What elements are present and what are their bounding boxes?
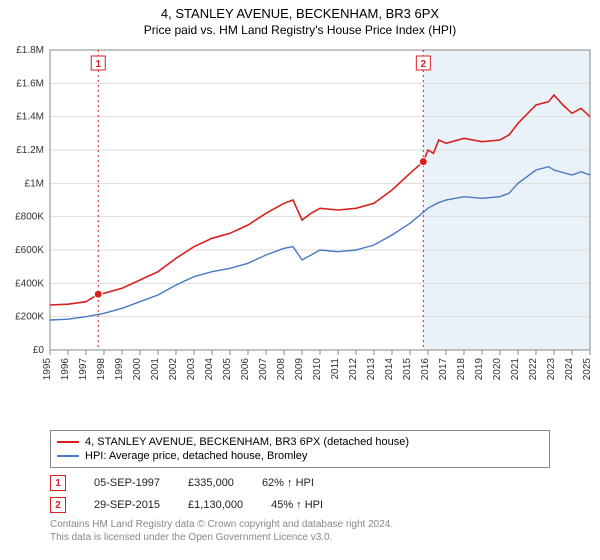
svg-text:2000: 2000 — [132, 358, 143, 381]
transaction-badge: 1 — [50, 475, 66, 491]
svg-text:1995: 1995 — [42, 358, 53, 381]
chart-area: £0 £200K £400K £600K £800K £1M £1.2M £1.4M £1.6M… — [0, 40, 600, 420]
transaction-delta: 62% ↑ HPI — [262, 477, 314, 489]
svg-text:2007: 2007 — [258, 358, 269, 381]
svg-text:£0: £0 — [33, 345, 45, 356]
svg-text:£1.8M: £1.8M — [16, 45, 44, 56]
svg-text:2005: 2005 — [222, 358, 233, 381]
svg-text:2004: 2004 — [204, 358, 215, 381]
svg-text:2019: 2019 — [474, 358, 485, 381]
svg-text:2010: 2010 — [312, 358, 323, 381]
legend-box: 4, STANLEY AVENUE, BECKENHAM, BR3 6PX (d… — [50, 430, 550, 468]
legend-swatch-icon — [57, 455, 79, 457]
svg-text:2011: 2011 — [330, 358, 341, 380]
chart-container: 4, STANLEY AVENUE, BECKENHAM, BR3 6PX Pr… — [0, 0, 600, 560]
svg-text:2025: 2025 — [582, 358, 593, 381]
svg-text:2003: 2003 — [186, 358, 197, 381]
svg-text:1998: 1998 — [96, 358, 107, 381]
transaction-date: 29-SEP-2015 — [94, 499, 160, 511]
svg-text:2023: 2023 — [546, 358, 557, 381]
svg-text:2012: 2012 — [348, 358, 359, 381]
svg-text:1996: 1996 — [60, 358, 71, 381]
svg-text:£400K: £400K — [15, 278, 44, 289]
transaction-price: £1,130,000 — [188, 499, 243, 511]
svg-text:£1.4M: £1.4M — [16, 112, 44, 123]
svg-text:2008: 2008 — [276, 358, 287, 381]
svg-text:2017: 2017 — [438, 358, 449, 381]
svg-text:£600K: £600K — [15, 245, 44, 256]
svg-text:2015: 2015 — [402, 358, 413, 381]
transactions-block: 1 05-SEP-1997 £335,000 62% ↑ HPI 2 29-SE… — [50, 472, 323, 516]
svg-text:2002: 2002 — [168, 358, 179, 381]
footer-attribution: Contains HM Land Registry data © Crown c… — [50, 518, 393, 544]
svg-text:2013: 2013 — [366, 358, 377, 381]
legend-label: HPI: Average price, detached house, Brom… — [85, 450, 307, 462]
transaction-date: 05-SEP-1997 — [94, 477, 160, 489]
svg-text:2009: 2009 — [294, 358, 305, 381]
svg-text:1997: 1997 — [78, 358, 89, 381]
footer-line: Contains HM Land Registry data © Crown c… — [50, 518, 393, 531]
svg-text:£1.2M: £1.2M — [16, 145, 44, 156]
svg-text:2024: 2024 — [564, 358, 575, 381]
svg-text:2016: 2016 — [420, 358, 431, 381]
legend-swatch-icon — [57, 441, 79, 443]
transaction-price: £335,000 — [188, 477, 234, 489]
svg-text:£200K: £200K — [15, 312, 44, 323]
legend-row: 4, STANLEY AVENUE, BECKENHAM, BR3 6PX (d… — [57, 435, 543, 449]
svg-text:2021: 2021 — [510, 358, 521, 381]
svg-text:2006: 2006 — [240, 358, 251, 381]
chart-svg: £0 £200K £400K £600K £800K £1M £1.2M £1.4M £1.6M… — [0, 40, 600, 420]
svg-text:2022: 2022 — [528, 358, 539, 381]
svg-text:2018: 2018 — [456, 358, 467, 381]
title-address: 4, STANLEY AVENUE, BECKENHAM, BR3 6PX — [0, 0, 600, 21]
svg-text:£1.6M: £1.6M — [16, 78, 44, 89]
transaction-delta: 45% ↑ HPI — [271, 499, 323, 511]
transaction-badge: 2 — [50, 497, 66, 513]
transaction-row: 1 05-SEP-1997 £335,000 62% ↑ HPI — [50, 472, 323, 494]
legend-row: HPI: Average price, detached house, Brom… — [57, 449, 543, 463]
svg-text:1999: 1999 — [114, 358, 125, 381]
svg-text:2020: 2020 — [492, 358, 503, 381]
svg-text:2014: 2014 — [384, 358, 395, 381]
svg-text:£800K: £800K — [15, 212, 44, 223]
svg-text:2: 2 — [421, 59, 427, 70]
transaction-row: 2 29-SEP-2015 £1,130,000 45% ↑ HPI — [50, 494, 323, 516]
title-subtitle: Price paid vs. HM Land Registry's House … — [0, 21, 600, 37]
legend-label: 4, STANLEY AVENUE, BECKENHAM, BR3 6PX (d… — [85, 436, 409, 448]
svg-text:1: 1 — [95, 59, 101, 70]
footer-line: This data is licensed under the Open Gov… — [50, 531, 393, 544]
svg-text:2001: 2001 — [150, 358, 161, 381]
svg-text:£1M: £1M — [25, 178, 44, 189]
